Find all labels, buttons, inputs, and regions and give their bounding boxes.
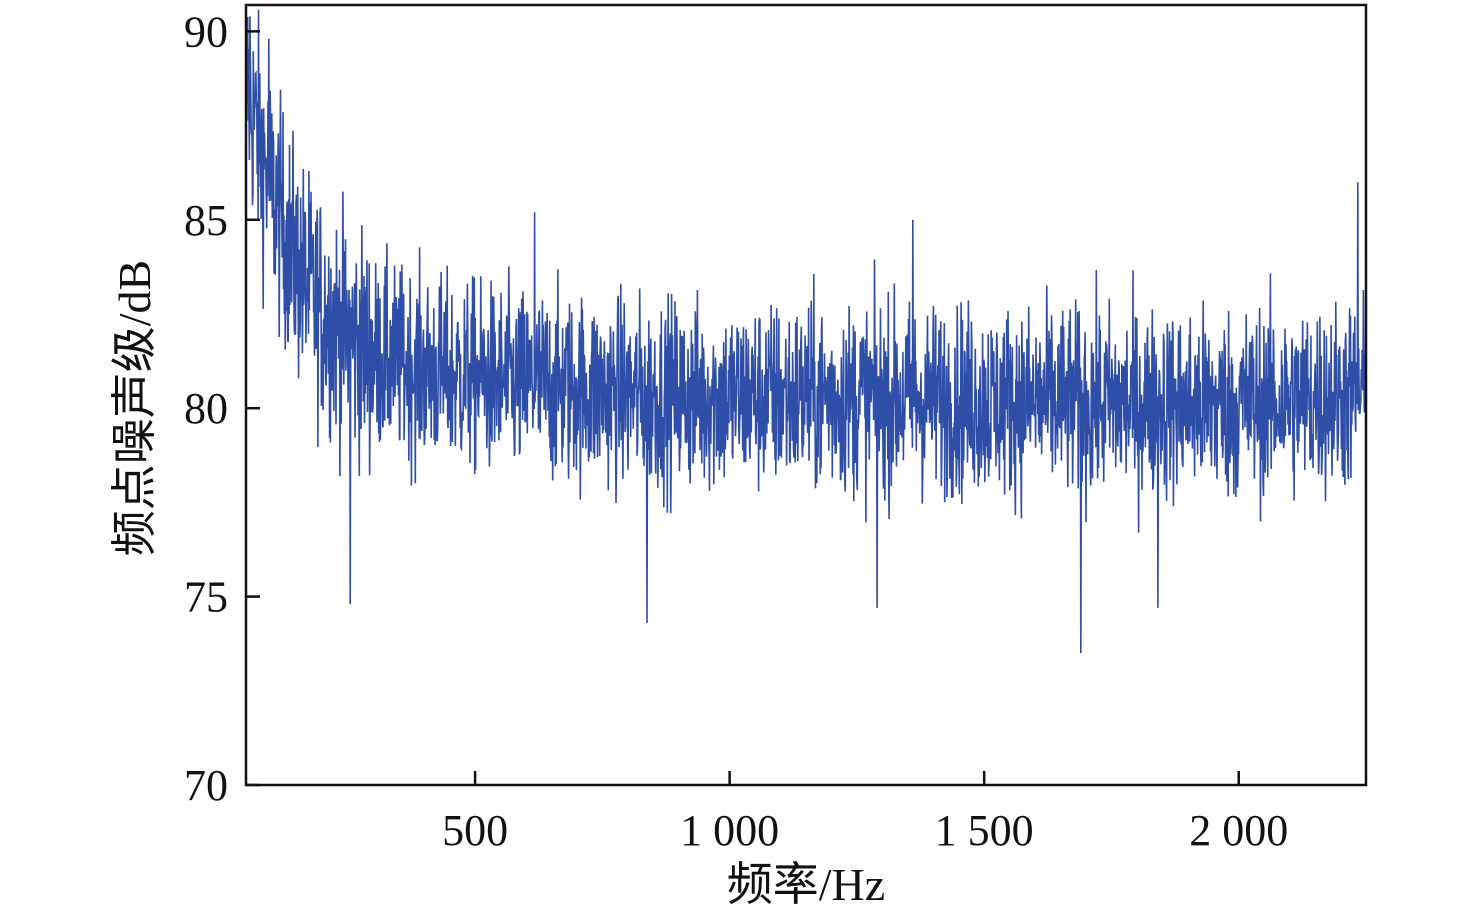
y-tick-label: 70 [184,761,228,810]
noise-level-line [245,9,1367,654]
axis-ticks: 500 1 000 1 500 2 000 70 75 80 85 90 [184,7,1288,855]
x-tick-label: 1 500 [935,806,1034,855]
noise-series [245,9,1367,654]
x-tick-label: 1 000 [680,806,779,855]
x-axis-title: 频率/Hz [727,859,885,910]
y-tick-label: 85 [184,196,228,245]
y-tick-label: 90 [184,7,228,56]
y-tick-label: 80 [184,384,228,433]
plot-frame [244,3,1368,787]
y-axis-title: 频点噪声级/dB [109,260,160,556]
x-tick-label: 2 000 [1189,806,1288,855]
y-tick-label: 75 [184,573,228,622]
x-tick-label: 500 [442,806,508,855]
